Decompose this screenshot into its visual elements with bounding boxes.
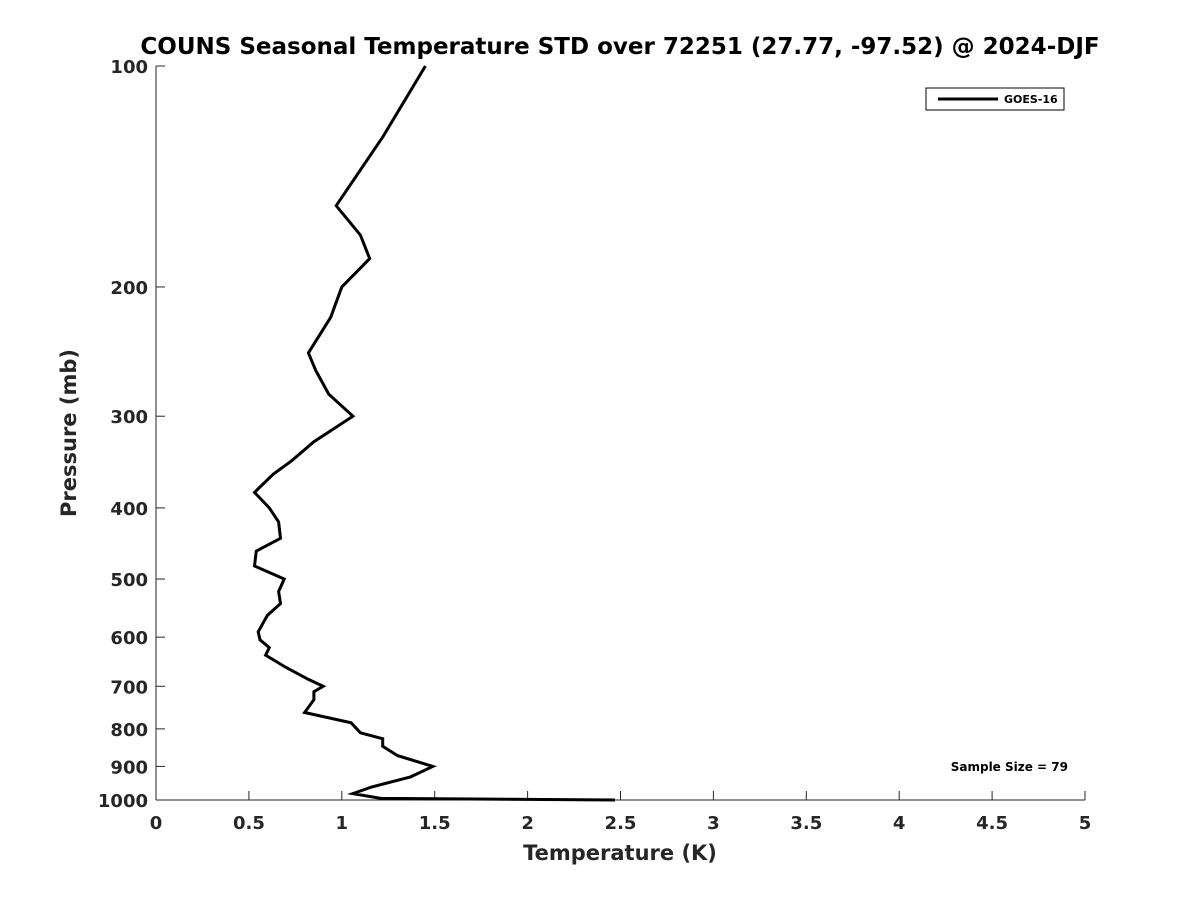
x-tick-label: 5 — [1079, 813, 1092, 834]
y-tick-label: 200 — [110, 278, 148, 299]
plot-area — [155, 66, 1085, 801]
x-tick-label: 2 — [521, 813, 534, 834]
x-tick-label: 1.5 — [419, 813, 451, 834]
x-axis-label: Temperature (K) — [523, 841, 717, 865]
x-axis: 0 0.5 1 1.5 2 2.5 3 3.5 4 4.5 5 — [150, 791, 1092, 834]
y-tick-label: 400 — [110, 499, 148, 520]
x-tick-label: 2.5 — [605, 813, 637, 834]
y-tick-label: 900 — [110, 757, 148, 778]
x-tick-label: 4.5 — [976, 813, 1008, 834]
y-tick-label: 100 — [110, 57, 148, 78]
x-tick-label: 0.5 — [233, 813, 265, 834]
sample-size-annotation: Sample Size = 79 — [951, 760, 1068, 774]
series-line-goes-16 — [252, 65, 615, 802]
x-tick-label: 3.5 — [790, 813, 822, 834]
y-axis-label: Pressure (mb) — [57, 349, 81, 517]
x-tick-label: 1 — [336, 813, 349, 834]
y-tick-label: 800 — [110, 720, 148, 741]
y-tick-label: 300 — [110, 407, 148, 428]
y-tick-label: 600 — [110, 628, 148, 649]
y-tick-label: 1000 — [98, 791, 148, 812]
chart-title: COUNS Seasonal Temperature STD over 7225… — [140, 34, 1099, 60]
legend: GOES-16 — [925, 87, 1065, 111]
y-tick-label: 700 — [110, 677, 148, 698]
y-tick-label: 500 — [110, 570, 148, 591]
series-layer — [252, 65, 615, 802]
y-axis: 100 200 300 400 500 600 700 800 900 1000 — [98, 57, 165, 812]
x-tick-label: 0 — [150, 813, 163, 834]
x-tick-label: 4 — [893, 813, 906, 834]
x-tick-label: 3 — [707, 813, 720, 834]
legend-entry-goes-16: GOES-16 — [1004, 93, 1058, 106]
